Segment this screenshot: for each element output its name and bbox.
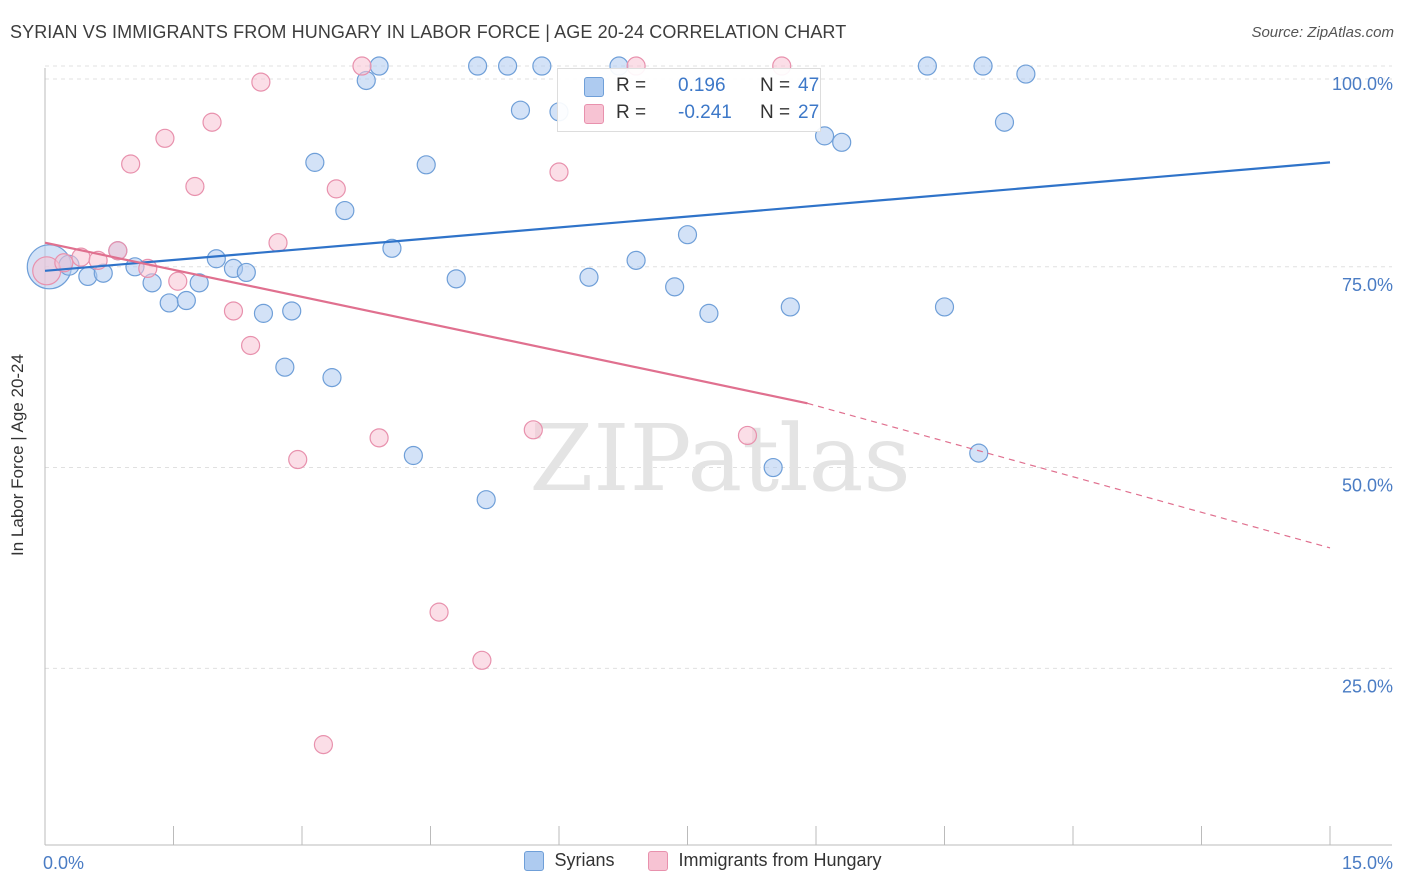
data-point-syrians xyxy=(973,56,993,76)
data-point-syrians xyxy=(780,297,800,317)
data-point-syrians xyxy=(416,155,436,175)
data-point-syrians xyxy=(665,277,685,297)
data-point-syrians xyxy=(468,56,488,76)
data-point-hungary xyxy=(54,253,74,273)
stats-r-label: R = xyxy=(616,102,647,123)
legend-item-syrians[interactable]: Syrians xyxy=(524,850,614,871)
data-point-syrians xyxy=(532,56,552,76)
stats-n-value: 47 xyxy=(798,75,820,96)
stats-n-label: N = xyxy=(760,75,791,96)
data-point-syrians xyxy=(832,132,852,152)
data-point-hungary xyxy=(737,425,758,446)
data-point-hungary xyxy=(268,233,288,253)
data-point-hungary xyxy=(549,162,569,182)
data-point-syrians xyxy=(253,303,274,323)
data-point-syrians xyxy=(934,297,955,317)
x-tick-label-max: 15.0% xyxy=(1342,853,1393,873)
data-point-syrians xyxy=(579,267,599,287)
data-point-hungary xyxy=(429,602,449,622)
data-point-syrians xyxy=(176,290,196,311)
data-point-hungary xyxy=(523,420,543,440)
legend-swatch-syrians xyxy=(524,850,545,871)
chart-title: SYRIAN VS IMMIGRANTS FROM HUNGARY IN LAB… xyxy=(10,22,847,42)
trend-line-extension-hungary xyxy=(807,402,1331,549)
source-credit: Source: ZipAtlas.com xyxy=(1251,24,1394,41)
data-point-syrians xyxy=(382,238,402,258)
data-point-syrians xyxy=(403,445,423,466)
trend-lines xyxy=(44,161,1331,549)
legend: Syrians Immigrants from Hungary xyxy=(0,850,1406,871)
data-point-hungary xyxy=(472,650,492,670)
data-point-syrians xyxy=(510,100,531,120)
stats-r-value: 0.196 xyxy=(678,75,726,96)
data-point-hungary xyxy=(155,128,175,148)
stats-swatch-hungary xyxy=(584,104,604,124)
data-point-hungary xyxy=(241,335,261,356)
data-point-syrians xyxy=(206,249,226,269)
trend-line-syrians xyxy=(44,161,1331,272)
data-point-hungary xyxy=(288,449,308,470)
legend-label-hungary: Immigrants from Hungary xyxy=(678,850,882,870)
legend-label-syrians: Syrians xyxy=(554,850,615,870)
data-point-syrians xyxy=(78,266,98,287)
data-point-hungary xyxy=(185,176,205,197)
data-point-syrians xyxy=(677,225,698,245)
y-axis-label: In Labor Force | Age 20-24 xyxy=(8,354,27,556)
gridlines xyxy=(45,65,1392,669)
data-points xyxy=(26,56,1036,755)
stats-r-label: R = xyxy=(616,75,647,96)
legend-item-hungary[interactable]: Immigrants from Hungary xyxy=(648,850,882,871)
data-point-hungary xyxy=(121,154,141,174)
data-point-syrians xyxy=(275,357,295,377)
data-point-syrians xyxy=(189,273,209,293)
stats-n-value: 27 xyxy=(798,102,820,123)
data-point-hungary xyxy=(108,241,128,261)
axes xyxy=(44,68,1392,846)
x-tick-label-min: 0.0% xyxy=(43,853,84,873)
data-point-syrians xyxy=(305,152,325,172)
data-point-syrians xyxy=(917,56,937,76)
data-point-hungary xyxy=(168,271,188,291)
watermark: ZIPatlas xyxy=(529,405,910,512)
stats-r-value: -0.241 xyxy=(678,102,732,123)
data-point-syrians xyxy=(335,200,355,221)
data-point-syrians xyxy=(476,490,496,510)
data-point-hungary xyxy=(223,301,244,321)
stats-swatch-syrians xyxy=(584,77,604,97)
data-point-hungary xyxy=(326,179,346,199)
data-point-syrians xyxy=(699,303,719,323)
legend-swatch-hungary xyxy=(648,850,669,871)
data-point-hungary xyxy=(369,428,389,448)
y-tick-label: 50.0% xyxy=(1342,476,1393,496)
data-point-syrians xyxy=(763,457,783,478)
data-point-syrians xyxy=(282,301,302,321)
data-point-hungary xyxy=(313,735,334,755)
data-point-syrians xyxy=(446,269,466,289)
trend-line-hungary xyxy=(44,241,808,405)
data-point-syrians xyxy=(322,368,342,388)
data-point-syrians xyxy=(369,56,389,76)
data-point-syrians xyxy=(626,250,646,270)
stats-box: R = 0.196 N = 47 R = -0.241 N = 27 xyxy=(557,68,821,132)
data-point-syrians xyxy=(236,262,256,283)
data-point-syrians xyxy=(498,56,518,76)
tick-labels: 25.0% 50.0% 75.0% 100.0% 0.0% 15.0% xyxy=(43,74,1393,873)
data-point-syrians xyxy=(159,293,179,313)
data-point-syrians xyxy=(969,443,989,463)
data-point-hungary xyxy=(202,112,222,132)
stats-n-label: N = xyxy=(760,102,791,123)
y-tick-label: 25.0% xyxy=(1342,676,1393,696)
data-point-syrians xyxy=(1016,64,1036,84)
y-tick-label: 100.0% xyxy=(1332,74,1393,94)
data-point-hungary xyxy=(251,72,271,92)
y-tick-label: 75.0% xyxy=(1342,275,1393,295)
data-point-hungary xyxy=(352,56,372,76)
data-point-syrians xyxy=(994,112,1015,132)
